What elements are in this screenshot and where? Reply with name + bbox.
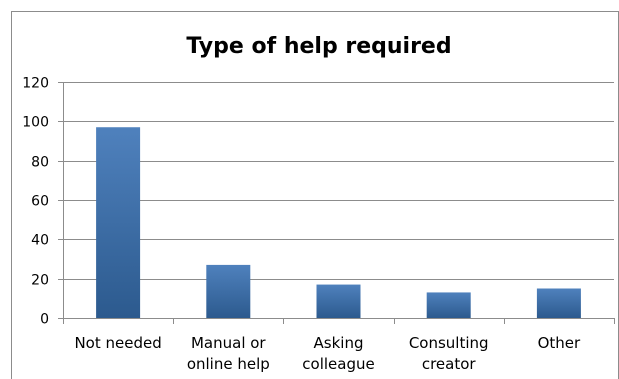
x-axis xyxy=(63,82,615,324)
bar xyxy=(536,288,581,318)
x-category-label-line: Consulting xyxy=(409,334,489,352)
bar xyxy=(96,127,141,318)
x-category-label-line: Asking xyxy=(314,334,364,352)
x-category-label-line: Not needed xyxy=(74,334,161,352)
y-tick-label: 20 xyxy=(31,273,49,289)
x-category-label: Asking colleague xyxy=(302,334,374,373)
x-category-label: Other xyxy=(538,334,581,352)
x-category-label-line: creator xyxy=(422,355,477,373)
x-category-label-line: online help xyxy=(187,355,270,373)
bars xyxy=(96,127,581,318)
x-category-label: Manual or online help xyxy=(187,334,270,373)
bar xyxy=(206,264,251,318)
gridlines xyxy=(58,82,614,319)
x-category-label: Consulting creator xyxy=(409,334,489,373)
y-tick-label: 0 xyxy=(40,312,49,328)
chart-title: Type of help required xyxy=(186,34,451,59)
bar xyxy=(316,284,361,318)
y-tick-label: 100 xyxy=(22,115,49,131)
y-tick-label: 80 xyxy=(31,155,49,171)
x-category-label-line: Other xyxy=(538,334,581,352)
x-axis-labels: Not needed Manual or online help Asking coll… xyxy=(74,334,581,373)
y-tick-label: 120 xyxy=(22,76,49,92)
y-tick-label: 60 xyxy=(31,194,49,210)
bar xyxy=(426,292,471,318)
y-tick-label: 40 xyxy=(31,233,49,249)
x-category-label-line: Manual or xyxy=(191,334,266,352)
y-axis-ticks: 0 20 40 60 80 100 120 xyxy=(22,76,49,328)
x-category-label: Not needed xyxy=(74,334,161,352)
x-category-label-line: colleague xyxy=(302,355,374,373)
